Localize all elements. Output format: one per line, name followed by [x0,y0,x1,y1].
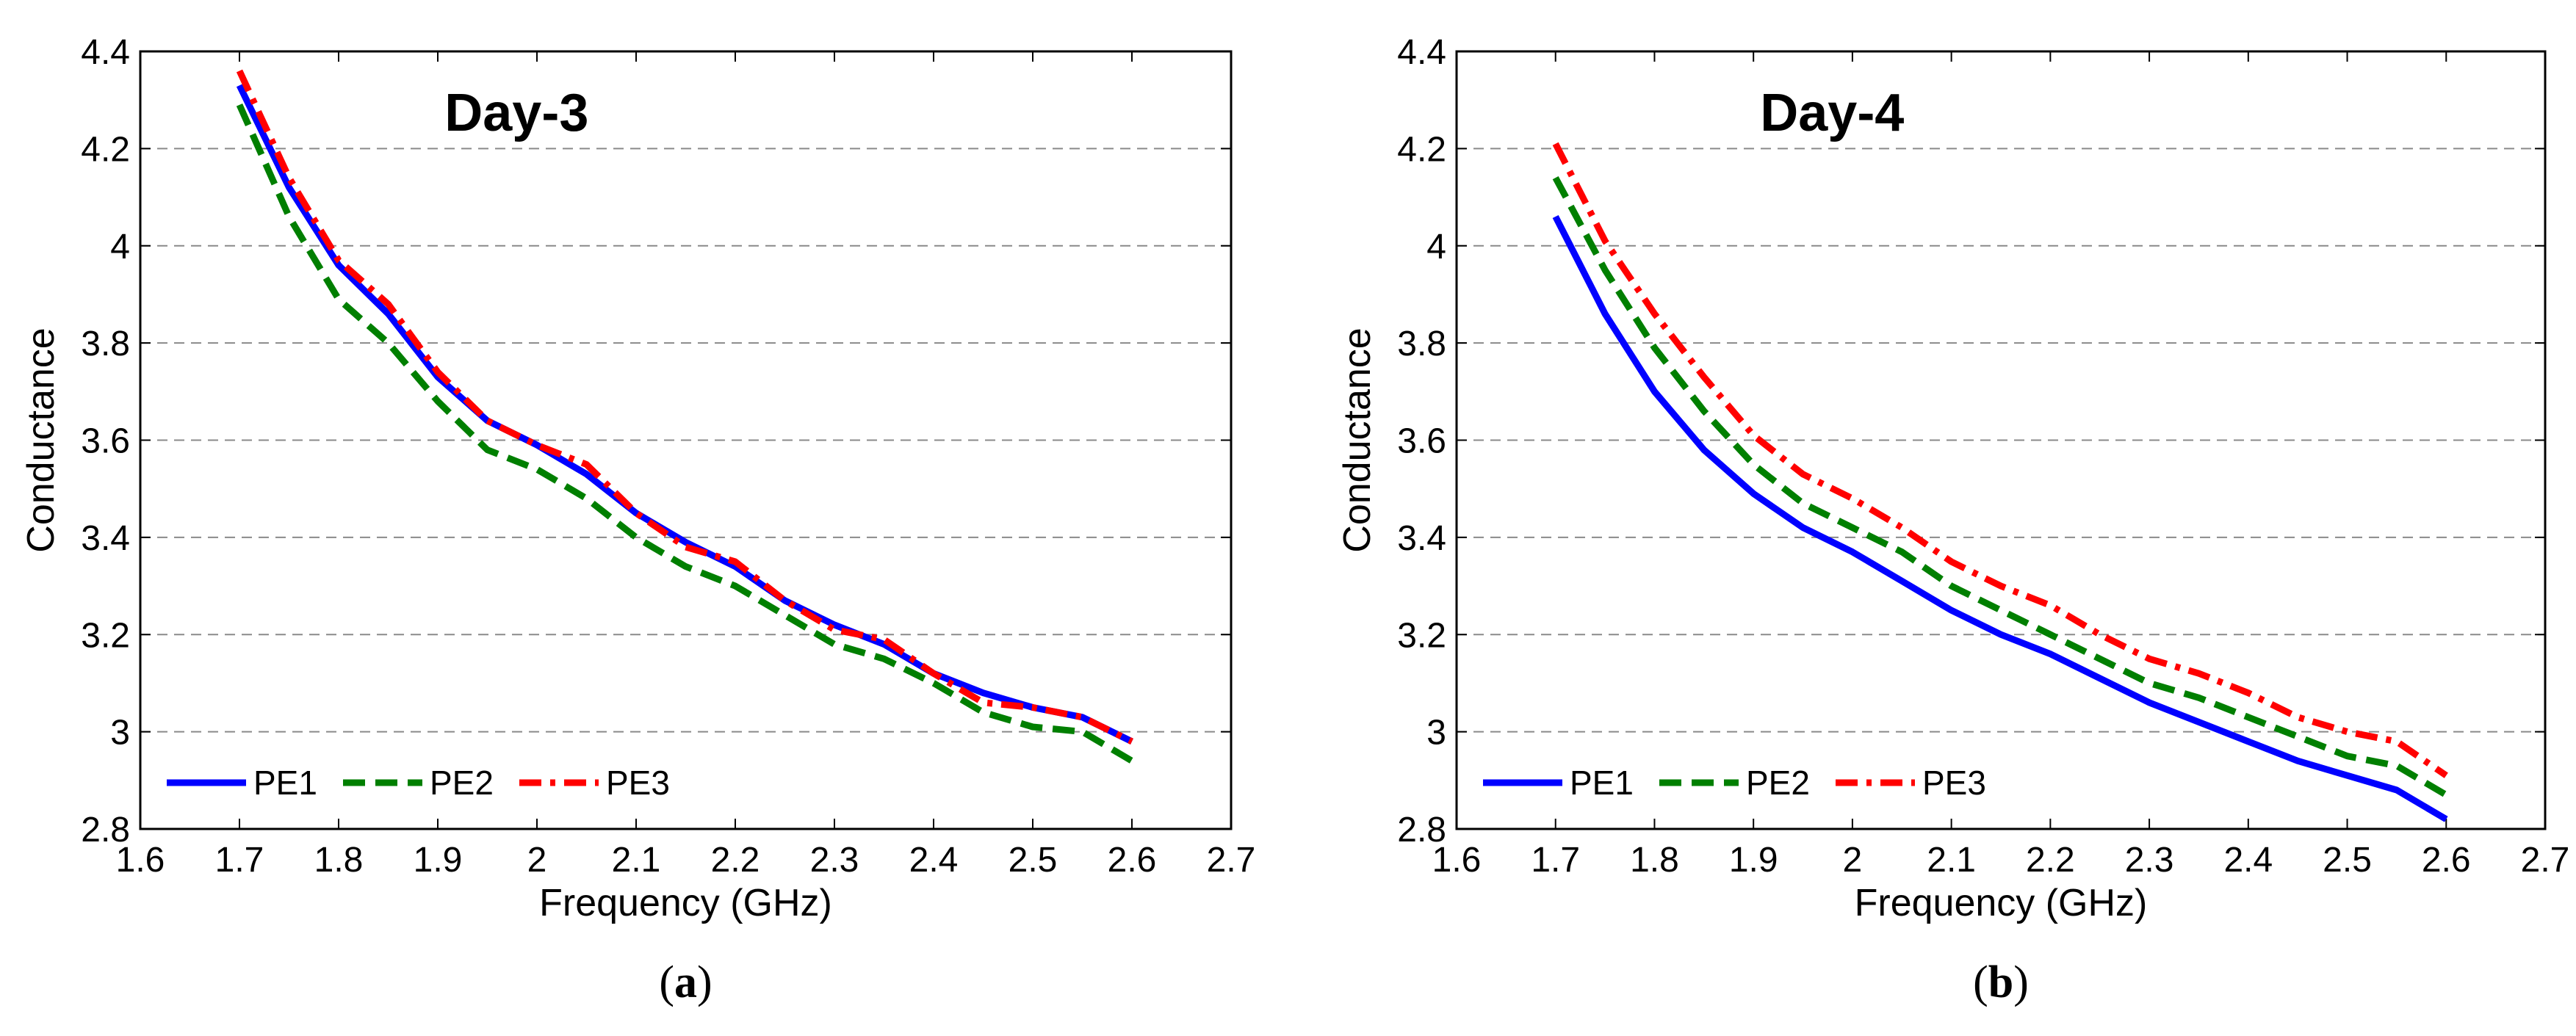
x-tick-label: 2.6 [1108,841,1157,880]
y-tick-label: 4 [1426,228,1446,267]
x-tick-label: 2.5 [1009,841,1058,880]
x-tick-label: 2.5 [2323,841,2372,880]
chart-title: Day-3 [444,84,588,142]
legend: PE1 PE2 PE3 [1483,764,1986,802]
y-tick-label: 3 [1426,714,1446,753]
x-tick-label: 1.6 [1432,841,1482,880]
axis-ticks: 1.6 1.7 1.8 1.9 2 2.1 2.2 2.3 2.4 2.5 2.6 2.7 2.8 3 3.… [1397,33,2569,880]
x-tick-label: 1.9 [1729,841,1778,880]
y-tick-label: 4.2 [81,130,130,169]
x-tick-label: 2.6 [2422,841,2471,880]
y-tick-label: 4.4 [81,33,130,72]
axis-ticks: 1.6 1.7 1.8 1.9 2 2.1 2.2 2.3 2.4 2.5 2.6 2.7 2.8 3 3.… [81,33,1255,880]
x-tick-label: 2.2 [2026,841,2075,880]
series-lines [236,69,1134,764]
y-tick-label: 3.6 [81,422,130,461]
y-tick-label: 4 [110,228,130,267]
legend-label-pe1: PE1 [1570,764,1634,802]
y-tick-label: 3 [110,714,130,753]
panel-caption: (b) [1973,957,2029,1007]
x-tick-label: 2 [527,841,547,880]
y-tick-label: 3.6 [1397,422,1446,461]
panel-caption-letter: b [1988,957,2013,1007]
x-tick-label: 2.1 [1927,841,1976,880]
y-axis-label: Conductance [1336,327,1379,552]
series-line-pe3 [1552,142,2448,778]
legend-label-pe3: PE3 [606,764,670,802]
y-tick-label: 3.4 [81,519,130,558]
series-line-pe1 [236,84,1133,745]
series-line-pe2 [1552,175,2448,798]
panel-caption-letter: a [674,957,697,1007]
x-tick-label: 1.8 [1630,841,1679,880]
y-axis-label: Conductance [20,327,62,552]
grid-lines [1457,148,2545,733]
x-tick-label: 2.3 [2125,841,2174,880]
y-tick-label: 2.8 [1397,811,1446,850]
x-tick-label: 2.2 [711,841,760,880]
x-tick-label: 2.4 [909,841,959,880]
x-tick-label: 2.7 [1207,841,1256,880]
legend-label-pe1: PE1 [253,764,317,802]
x-tick-label: 2.7 [2521,841,2570,880]
panel-caption: (a) [659,957,712,1007]
legend-label-pe2: PE2 [430,764,494,802]
x-axis-label: Frequency (GHz) [1855,882,2148,924]
legend-label-pe3: PE3 [1922,764,1986,802]
y-tick-label: 4.2 [1397,130,1446,169]
series-line-pe2 [236,103,1134,764]
x-tick-label: 1.7 [1531,841,1580,880]
x-axis-label: Frequency (GHz) [539,882,832,924]
legend-label-pe2: PE2 [1746,764,1810,802]
x-tick-label: 1.9 [414,841,463,880]
grid-lines [140,148,1231,733]
chart-panel-b: 1.6 1.7 1.8 1.9 2 2.1 2.2 2.3 2.4 2.5 2.6 2.7 2.8 3 3.… [1336,33,2569,1007]
y-tick-label: 4.4 [1397,33,1446,72]
x-tick-label: 1.8 [314,841,364,880]
chart-panel-a: 1.6 1.7 1.8 1.9 2 2.1 2.2 2.3 2.4 2.5 2.6 2.7 2.8 3 3.… [20,33,1255,1007]
chart-title: Day-4 [1760,84,1904,142]
y-tick-label: 3.8 [81,325,130,363]
x-tick-label: 1.7 [215,841,264,880]
x-tick-label: 2.3 [810,841,859,880]
y-tick-label: 3.2 [81,616,130,655]
x-tick-label: 1.6 [116,841,165,880]
legend: PE1 PE2 PE3 [167,764,670,802]
y-tick-label: 2.8 [81,811,130,850]
y-tick-label: 3.4 [1397,519,1446,558]
y-tick-label: 3.2 [1397,616,1446,655]
y-tick-label: 3.8 [1397,325,1446,363]
x-tick-label: 2 [1843,841,1863,880]
series-lines [1552,142,2448,822]
x-tick-label: 2.4 [2223,841,2273,880]
x-tick-label: 2.1 [612,841,661,880]
series-line-pe3 [236,69,1133,745]
series-line-pe1 [1552,214,2448,822]
